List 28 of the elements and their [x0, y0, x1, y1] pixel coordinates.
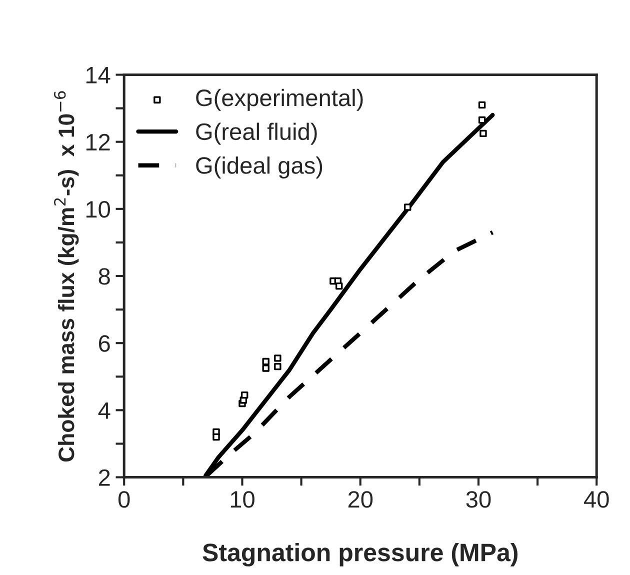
point: [212, 433, 220, 441]
point: [478, 116, 486, 124]
x-tick-label: 0: [118, 491, 130, 508]
x-tick-label: 20: [348, 491, 373, 508]
y-tick-label: 6: [98, 335, 110, 352]
legend-label: G(experimental): [196, 88, 363, 111]
y-tick-label: 4: [98, 402, 110, 419]
point: [404, 204, 412, 211]
point: [478, 101, 486, 109]
point: [335, 282, 343, 290]
point: [262, 358, 270, 366]
legend-label: G(real fluid): [196, 122, 317, 145]
point: [240, 391, 248, 399]
y-tick-label: 8: [98, 268, 110, 285]
y-tick-label: 14: [86, 67, 110, 84]
y-tick-label: 12: [86, 134, 110, 150]
x-tick-label: 40: [584, 491, 609, 508]
x-axis-title: Stagnation pressure (MPa): [202, 543, 518, 566]
y-tick-label: 10: [86, 200, 110, 218]
point: [480, 130, 487, 138]
point: [274, 354, 282, 362]
legend-label: G(ideal gas): [196, 156, 322, 179]
x-tick-label: 30: [466, 491, 491, 508]
point: [274, 362, 282, 370]
y-tick-label: 2: [98, 469, 110, 486]
x-tick-label: 10: [230, 491, 254, 508]
y-axis-title: Choked mass flux (kg/m$^{2}$-s) x 10$^{−6}$: [54, 91, 79, 462]
point: [262, 364, 270, 372]
